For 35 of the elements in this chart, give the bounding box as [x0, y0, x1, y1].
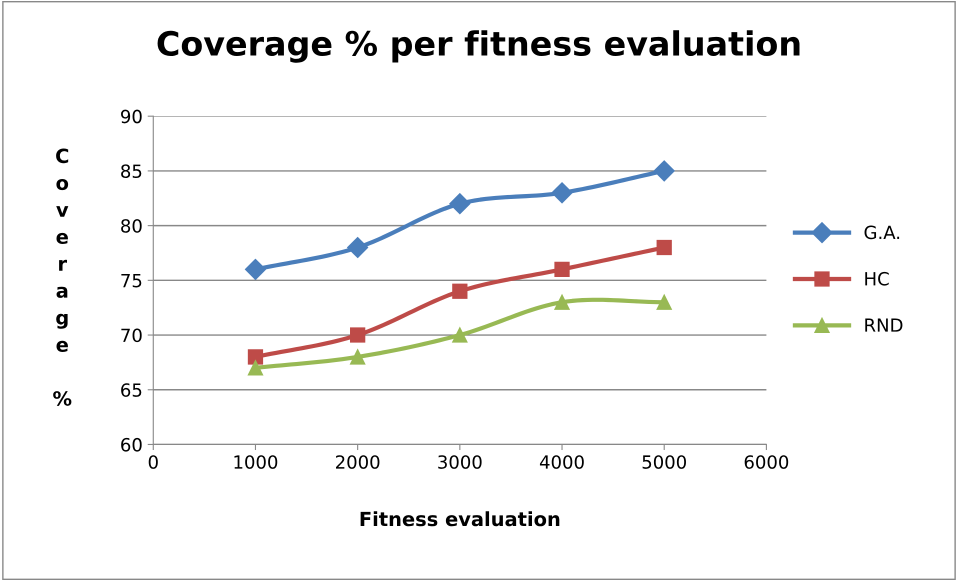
y-tick-label: 65 — [121, 383, 142, 397]
point — [654, 160, 675, 182]
y-tick-label: 80 — [121, 219, 142, 233]
point — [554, 294, 570, 310]
point — [350, 327, 366, 343]
y-tick-label: 60 — [121, 438, 142, 452]
point — [452, 284, 468, 299]
point — [248, 360, 264, 376]
legend-label: RND — [865, 318, 902, 332]
point — [347, 236, 368, 258]
point — [248, 349, 264, 365]
point — [656, 240, 672, 256]
x-tick-label: 1000 — [234, 455, 278, 469]
legend-label: HC — [865, 272, 889, 286]
y-tick-label: 70 — [121, 328, 142, 342]
y-tick-label: 90 — [121, 110, 142, 124]
point — [656, 294, 672, 310]
legend-label: G.A. — [864, 226, 900, 240]
y-tick-label: 75 — [121, 274, 142, 288]
point — [350, 349, 366, 365]
y-tick-label: 85 — [121, 164, 142, 178]
x-tick-label: 2000 — [336, 455, 380, 469]
x-tick-label: 5000 — [642, 455, 686, 469]
chart-title: Coverage % per fitness evaluation — [158, 30, 800, 63]
x-tick-label: 6000 — [744, 455, 788, 469]
x-tick-label: 3000 — [438, 455, 482, 469]
x-axis-title: Fitness evaluation — [360, 511, 560, 526]
text: Coverage % — [53, 148, 72, 406]
point — [452, 327, 468, 343]
x-tick-label: 4000 — [540, 455, 584, 469]
point — [554, 262, 570, 278]
point — [244, 258, 266, 280]
point — [552, 182, 573, 204]
x-tick-label: 0 — [148, 455, 158, 469]
point — [449, 193, 470, 214]
